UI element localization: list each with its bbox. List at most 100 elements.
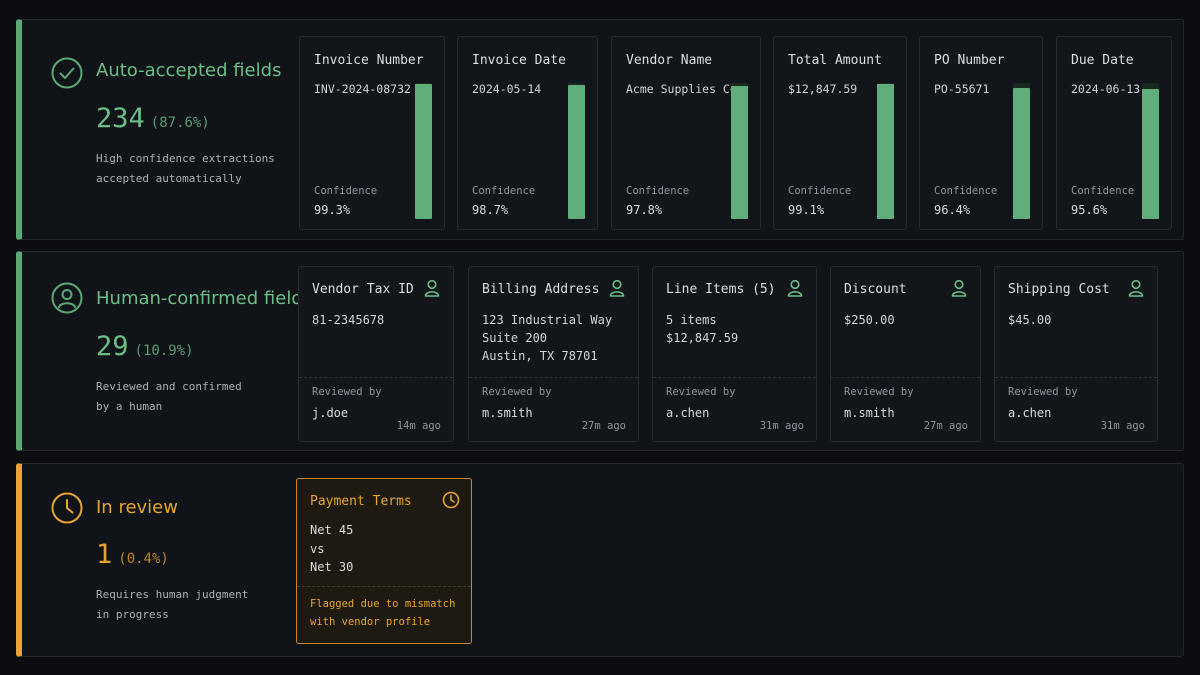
confidence-bar: [415, 83, 432, 219]
field-label: Total Amount: [788, 53, 882, 68]
confidence-value: 99.1%: [788, 203, 825, 217]
confidence-label: Confidence: [472, 185, 536, 197]
in-review-summary: In review 1 (0.4%) Requires human judgmen…: [46, 464, 296, 656]
auto-accepted-summary: Auto-accepted fields 234 (87.6%) High con…: [46, 20, 296, 239]
confidence-label: Confidence: [1071, 185, 1135, 197]
divider: [995, 377, 1157, 378]
count-percent: (10.9%): [134, 343, 194, 359]
confidence-value: 98.7%: [472, 203, 509, 217]
confidence-value: 99.3%: [314, 203, 351, 217]
confidence-bar: [877, 83, 894, 219]
divider: [469, 377, 638, 378]
confirmed-card-discount[interactable]: Discount $250.00 Reviewed by m.smith 27m…: [830, 266, 981, 442]
section-description: Reviewed and confirmed by a human: [96, 377, 296, 417]
field-label: Payment Terms: [310, 494, 412, 509]
reviewed-by-label: Reviewed by: [1008, 386, 1078, 398]
field-values: Net 45 vs Net 30: [310, 521, 353, 577]
field-value: PO-55671: [934, 82, 990, 96]
review-card-payment-terms[interactable]: Payment Terms Net 45 vs Net 30 Flagged d…: [296, 478, 472, 644]
description-line: High confidence extractions: [96, 152, 275, 165]
count-percent: (0.4%): [118, 551, 169, 567]
description-line: Reviewed and confirmed: [96, 380, 242, 393]
confirmed-card-vendor-tax-id[interactable]: Vendor Tax ID 81-2345678 Reviewed by j.d…: [298, 266, 454, 442]
field-label: Vendor Tax ID: [312, 282, 414, 297]
field-card-due-date[interactable]: Due Date 2024-06-13 Confidence 95.6%: [1056, 36, 1172, 230]
reviewed-by-label: Reviewed by: [482, 386, 552, 398]
person-icon: [424, 279, 440, 297]
review-time: 14m ago: [396, 420, 441, 432]
confidence-bar: [731, 83, 748, 219]
reviewer-name: a.chen: [666, 406, 710, 420]
clock-icon: [442, 491, 460, 509]
confidence-value: 97.8%: [626, 203, 663, 217]
divider: [653, 377, 816, 378]
field-value: 123 Industrial Way: [482, 313, 613, 327]
field-label: Discount: [844, 282, 907, 297]
count-value: 1: [96, 539, 113, 570]
review-time: 31m ago: [759, 420, 804, 432]
section-description: Requires human judgment in progress: [96, 585, 296, 625]
confidence-bar: [568, 83, 585, 219]
flag-note-line: with vendor profile: [310, 616, 431, 628]
field-card-total-amount[interactable]: Total Amount $12,847.59 Confidence 99.1%: [773, 36, 907, 230]
reviewer-name: m.smith: [482, 406, 533, 420]
field-values: $250.00: [844, 311, 895, 329]
person-icon: [787, 279, 803, 297]
person-icon: [951, 279, 967, 297]
field-label: Due Date: [1071, 53, 1134, 68]
field-value: $250.00: [844, 313, 895, 327]
flag-note-line: Flagged due to mismatch: [310, 598, 456, 610]
section-count: 1 (0.4%): [96, 539, 169, 570]
description-line: accepted automatically: [96, 172, 242, 185]
in-review-panel: In review 1 (0.4%) Requires human judgmen…: [16, 463, 1184, 657]
confidence-bar-fill: [877, 84, 894, 219]
field-value: $12,847.59: [788, 82, 858, 96]
divider: [297, 586, 471, 587]
clock-icon: [51, 492, 83, 524]
flag-note: Flagged due to mismatch with vendor prof…: [310, 595, 465, 631]
field-values: $45.00: [1008, 311, 1051, 329]
field-label: Invoice Number: [314, 53, 424, 68]
field-value: Suite 200: [482, 331, 548, 345]
confidence-label: Confidence: [934, 185, 998, 197]
reviewed-by-label: Reviewed by: [666, 386, 736, 398]
section-description: High confidence extractions accepted aut…: [96, 149, 296, 189]
reviewer-name: m.smith: [844, 406, 895, 420]
field-card-vendor-name[interactable]: Vendor Name Acme Supplies Co. Confidence…: [611, 36, 761, 230]
review-time: 27m ago: [923, 420, 968, 432]
confidence-label: Confidence: [314, 185, 378, 197]
confidence-label: Confidence: [788, 185, 852, 197]
field-card-invoice-number[interactable]: Invoice Number INV-2024-08732 Confidence…: [299, 36, 445, 230]
field-card-po-number[interactable]: PO Number PO-55671 Confidence 96.4%: [919, 36, 1043, 230]
confirmed-card-line-items[interactable]: Line Items (5) 5 items $12,847.59 Review…: [652, 266, 817, 442]
field-label: Line Items (5): [666, 282, 776, 297]
field-value: 2024-05-14: [472, 82, 542, 96]
count-value: 234: [96, 103, 145, 134]
field-value: Austin, TX 78701: [482, 349, 598, 363]
confidence-label: Confidence: [626, 185, 690, 197]
reviewer-name: j.doe: [312, 406, 349, 420]
person-icon: [1128, 279, 1144, 297]
confidence-bar: [1013, 83, 1030, 219]
field-label: Invoice Date: [472, 53, 566, 68]
divider: [299, 377, 453, 378]
field-values: 123 Industrial Way Suite 200 Austin, TX …: [482, 311, 612, 365]
reviewed-by-label: Reviewed by: [312, 386, 382, 398]
check-circle-icon: [51, 57, 83, 89]
field-value: Net 45: [310, 523, 354, 537]
field-label: PO Number: [934, 53, 1005, 68]
confidence-bar-fill: [1013, 87, 1030, 219]
confirmed-card-billing-address[interactable]: Billing Address 123 Industrial Way Suite…: [468, 266, 639, 442]
field-value: Acme Supplies Co.: [626, 82, 744, 96]
field-value: 5 items: [666, 313, 717, 327]
field-label: Billing Address: [482, 282, 600, 297]
section-title: Human-confirmed fields: [96, 288, 313, 309]
field-label: Shipping Cost: [1008, 282, 1110, 297]
count-percent: (87.6%): [150, 115, 210, 131]
field-card-invoice-date[interactable]: Invoice Date 2024-05-14 Confidence 98.7%: [457, 36, 598, 230]
field-value: $12,847.59: [666, 331, 739, 345]
count-value: 29: [96, 331, 129, 362]
confirmed-card-shipping-cost[interactable]: Shipping Cost $45.00 Reviewed by a.chen …: [994, 266, 1158, 442]
review-time: 27m ago: [581, 420, 626, 432]
field-values: 5 items $12,847.59: [666, 311, 738, 347]
